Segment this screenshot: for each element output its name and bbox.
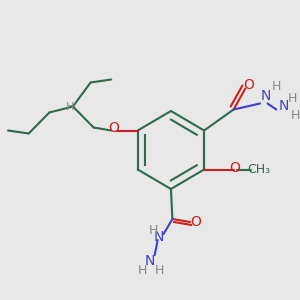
Text: N: N xyxy=(154,230,164,244)
Text: H: H xyxy=(288,92,297,106)
Text: O: O xyxy=(243,79,254,92)
Text: H: H xyxy=(291,109,300,122)
Text: O: O xyxy=(109,121,120,134)
Text: H: H xyxy=(148,224,158,238)
Text: N: N xyxy=(145,254,155,268)
Text: N: N xyxy=(261,89,271,103)
Text: H: H xyxy=(154,263,164,277)
Text: O: O xyxy=(190,215,201,229)
Text: H: H xyxy=(66,101,74,112)
Text: H: H xyxy=(272,80,281,94)
Text: O: O xyxy=(230,161,241,175)
Text: N: N xyxy=(278,100,289,113)
Text: CH₃: CH₃ xyxy=(247,163,270,176)
Text: H: H xyxy=(138,263,148,277)
